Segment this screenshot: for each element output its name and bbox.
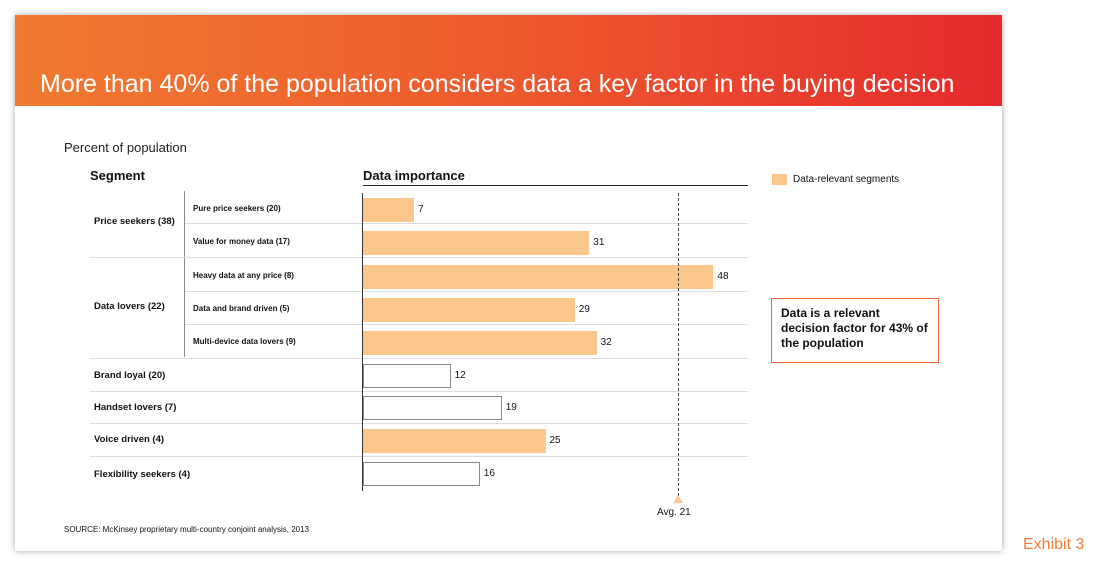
bar-value-label: 16: [483, 468, 495, 479]
row-separator: [185, 223, 748, 224]
row-separator: [90, 456, 748, 457]
row-separator: [90, 358, 748, 359]
segment-label: Multi-device data lovers (9): [193, 337, 296, 346]
exhibit-card: More than 40% of the population consider…: [15, 15, 1002, 551]
bar-value-label: 7: [418, 204, 424, 215]
bar-value-label: 32: [600, 337, 612, 348]
bar: [363, 331, 597, 355]
bar-value-label: 48: [717, 271, 729, 282]
segment-label: Flexibility seekers (4): [94, 469, 191, 480]
bar: [363, 429, 546, 453]
callout-box: Data is a relevant decision factor for 4…: [771, 298, 939, 363]
row-separator: [185, 291, 748, 292]
segment-label: Brand loyal (20): [94, 370, 166, 381]
bar-value-label: 25: [549, 435, 561, 446]
row-separator: [90, 391, 748, 392]
bar-axis: [362, 193, 363, 491]
bar: [363, 364, 451, 388]
average-marker: [673, 495, 683, 503]
row-separator: [90, 423, 748, 424]
importance-column-header: Data importance: [363, 168, 465, 183]
bar: [363, 198, 415, 222]
chart-title: More than 40% of the population consider…: [40, 70, 955, 98]
group-bracket-price-seekers: [184, 191, 185, 257]
legend-swatch: [772, 174, 787, 185]
bar-value-label: 19: [505, 402, 517, 413]
legend-label: Data-relevant segments: [793, 174, 900, 185]
average-label: Avg. 21: [657, 507, 691, 518]
segment-column-header: Segment: [90, 168, 145, 183]
bar: [363, 396, 502, 420]
bar-value-label: 31: [593, 237, 605, 248]
group-label-data-lovers: Data lovers (22): [94, 301, 165, 312]
segment-label: Value for money data (17): [193, 237, 290, 246]
bar-value-label: 12: [454, 370, 466, 381]
chart-subtitle: Percent of population: [64, 140, 187, 155]
average-line: [678, 193, 679, 496]
source-note: SOURCE: McKinsey proprietary multi-count…: [64, 525, 309, 534]
segment-label: Pure price seekers (20): [193, 204, 281, 213]
bar: [363, 462, 480, 486]
exhibit-label: Exhibit 3: [1023, 536, 1085, 553]
row-separator: [185, 324, 748, 325]
title-banner: More than 40% of the population consider…: [15, 15, 1002, 106]
segment-label: Heavy data at any price (8): [193, 271, 294, 280]
group-label-price-seekers: Price seekers (38): [94, 216, 175, 227]
bar-value-label: 29: [578, 304, 590, 315]
segment-label: Handset lovers (7): [94, 402, 177, 413]
row-separator: [90, 257, 748, 258]
segment-label: Data and brand driven (5): [193, 304, 290, 313]
segment-label: Voice driven (4): [94, 434, 165, 445]
group-bracket-data-lovers: [184, 258, 185, 357]
bar: [363, 265, 714, 289]
bar: [363, 231, 590, 255]
bar: [363, 298, 575, 322]
header-rule: [363, 185, 748, 186]
